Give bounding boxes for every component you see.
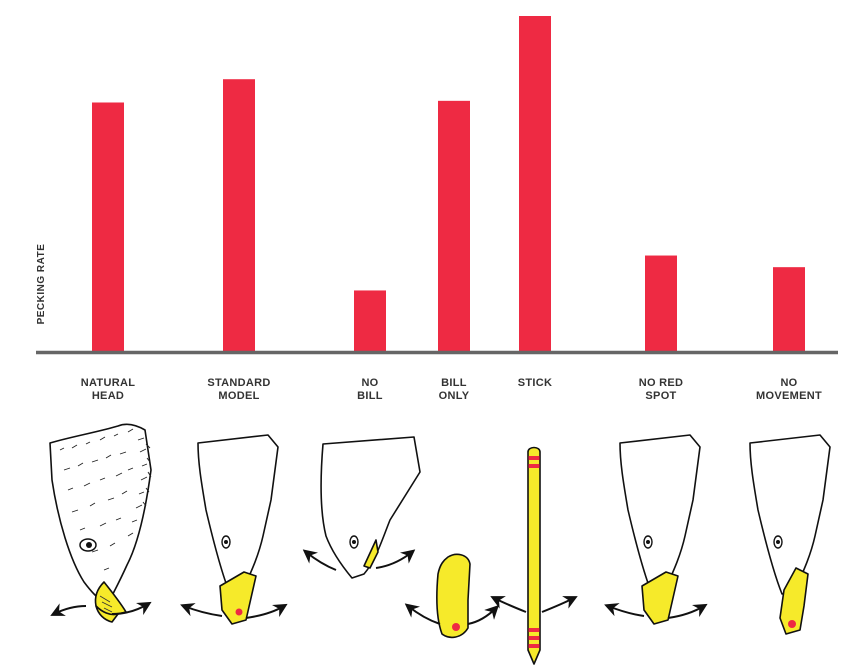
category-label-3: BILL ONLY — [439, 377, 470, 402]
category-label-5: NO RED SPOT — [639, 377, 684, 402]
bars-group — [92, 16, 805, 353]
category-label-4: STICK — [518, 377, 553, 389]
y-axis-label: PECKING RATE — [36, 244, 47, 325]
bar-0 — [92, 102, 124, 352]
bar-1 — [223, 79, 255, 353]
stick-drawing — [490, 446, 578, 665]
no-red-spot-drawing — [604, 434, 708, 625]
standard-model-drawing — [180, 434, 288, 625]
bar-5 — [645, 255, 677, 352]
bar-4 — [519, 16, 551, 352]
no-movement-drawing — [749, 434, 831, 635]
category-label-2: NO BILL — [357, 377, 383, 402]
category-label-6: NO MOVEMENT — [756, 377, 822, 402]
bar-3 — [438, 100, 470, 352]
bill-only-drawing — [404, 553, 499, 639]
no-bill-drawing — [302, 436, 421, 579]
bar-6 — [773, 267, 805, 352]
natural-head-drawing — [49, 423, 152, 623]
category-label-1: STANDARD MODEL — [207, 377, 270, 402]
category-labels: NATURAL HEAD STANDARD MODEL NO BILL BILL ONLY ST… — [81, 377, 822, 402]
bar-2 — [354, 290, 386, 352]
category-label-0: NATURAL HEAD — [81, 377, 135, 402]
